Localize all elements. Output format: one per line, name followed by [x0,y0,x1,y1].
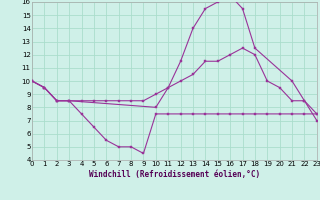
X-axis label: Windchill (Refroidissement éolien,°C): Windchill (Refroidissement éolien,°C) [89,170,260,179]
